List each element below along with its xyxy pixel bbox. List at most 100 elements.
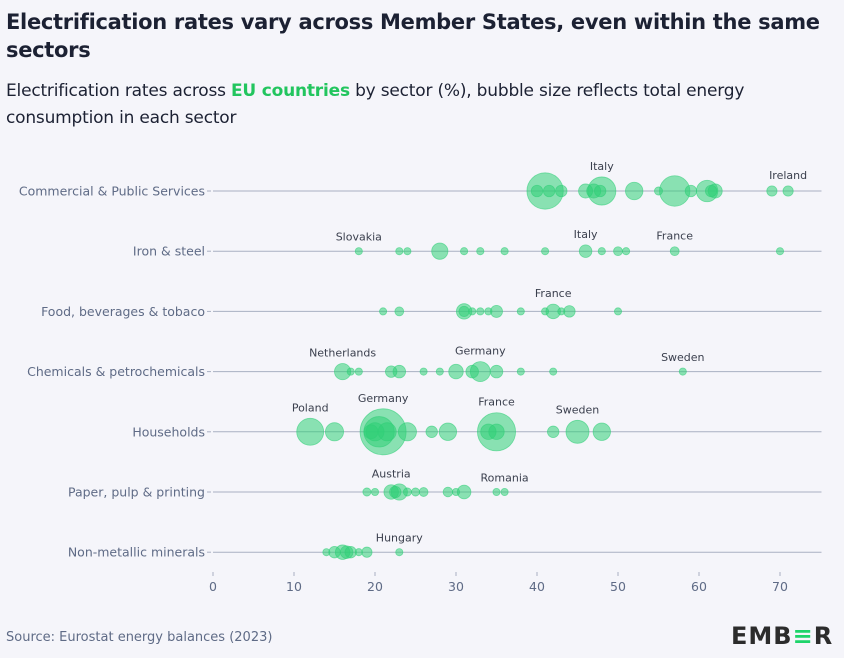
bubble <box>543 184 556 198</box>
country-annotation: Slovakia <box>336 231 382 244</box>
bubble <box>557 307 566 316</box>
country-annotation: Netherlands <box>309 346 376 359</box>
country-annotation: Italy <box>574 228 598 241</box>
bubble <box>678 367 687 376</box>
country-annotation: Germany <box>455 345 506 358</box>
bubble-chart: Commercial & Public Services Iron & steel… <box>19 160 822 594</box>
bubble <box>411 487 420 497</box>
bubble <box>782 185 794 197</box>
bubble <box>468 307 477 316</box>
bubble <box>541 247 550 256</box>
bubble <box>516 367 525 376</box>
x-tick-label: 50 <box>610 579 626 594</box>
x-tick-label: 0 <box>209 579 217 594</box>
category-label: Chemicals & petrochemicals <box>27 364 205 379</box>
bubble <box>476 247 485 256</box>
bubble <box>395 548 404 557</box>
bubble <box>578 244 593 258</box>
bubble <box>344 546 357 559</box>
bubble <box>705 184 718 198</box>
chart-subtitle: Electrification rates across EU countrie… <box>6 78 836 132</box>
bubble <box>622 247 631 256</box>
x-tick-label: 10 <box>286 579 302 594</box>
bubble <box>322 548 331 557</box>
bubble <box>492 487 501 496</box>
subtitle-text-post: by sector (%), bubble size reflects tota… <box>6 81 745 128</box>
bubble <box>402 487 412 497</box>
bubble <box>451 487 461 497</box>
logo-text-post: R <box>813 622 834 650</box>
bubble <box>776 247 785 256</box>
country-annotation: Poland <box>292 401 329 414</box>
category-label: Paper, pulp & printing <box>68 485 205 500</box>
bubble <box>435 367 444 376</box>
bubble <box>448 363 464 380</box>
country-annotation: Austria <box>372 468 411 481</box>
bubble <box>654 186 663 196</box>
bubble <box>363 424 379 440</box>
bubble <box>460 247 469 256</box>
country-annotation: Ireland <box>769 169 807 182</box>
bubble <box>431 242 449 260</box>
bubble <box>458 305 470 317</box>
bubble <box>555 184 568 198</box>
country-annotation: Germany <box>358 392 409 405</box>
country-annotation: Sweden <box>556 403 599 416</box>
bubble <box>425 425 438 438</box>
bubble <box>597 247 606 256</box>
bubble <box>395 247 404 256</box>
bubble <box>403 247 412 256</box>
country-annotation: Romania <box>481 471 529 484</box>
category-label: Households <box>132 424 205 439</box>
country-annotation: Italy <box>590 160 614 173</box>
bubble <box>484 307 493 316</box>
bubble <box>296 417 325 446</box>
bubble <box>354 367 363 376</box>
category-label: Iron & steel <box>133 244 205 259</box>
bubble <box>613 246 623 257</box>
x-tick-label: 70 <box>772 579 788 594</box>
country-annotation: Sweden <box>661 351 704 364</box>
bubble <box>547 425 560 438</box>
bubble <box>549 367 558 376</box>
bubble <box>669 246 680 257</box>
subtitle-highlight: EU countries <box>230 81 350 101</box>
bubble <box>563 305 576 318</box>
bubble <box>766 185 778 197</box>
country-annotation: France <box>478 396 515 409</box>
x-tick-label: 30 <box>448 579 464 594</box>
bubble <box>565 419 590 444</box>
source-note: Source: Eurostat energy balances (2023) <box>6 630 273 645</box>
bubble <box>465 364 479 379</box>
bubble <box>397 422 417 442</box>
bubble <box>385 365 398 378</box>
bubble <box>389 485 402 499</box>
x-tick-label: 60 <box>691 579 707 594</box>
country-annotation: France <box>656 230 693 243</box>
x-tick-label: 40 <box>529 579 545 594</box>
bubble <box>362 487 372 497</box>
bubble <box>394 306 405 317</box>
chart-title: Electrification rates vary across Member… <box>6 10 820 62</box>
bubble <box>516 307 525 316</box>
bubble <box>500 247 509 256</box>
bubble <box>361 546 373 558</box>
bubble <box>379 307 388 316</box>
bubble <box>370 487 380 497</box>
bubble <box>377 422 397 442</box>
bubble <box>541 307 550 316</box>
bubble <box>325 422 344 442</box>
bubble <box>530 184 544 198</box>
category-label: Non-metallic minerals <box>68 545 205 560</box>
ember-logo: EMB≡R <box>731 622 833 650</box>
x-tick-label: 20 <box>367 579 383 594</box>
bubble <box>594 184 607 198</box>
bubble <box>354 548 363 557</box>
logo-text-pre: EMB <box>731 622 793 650</box>
bubble <box>489 364 504 379</box>
category-label: Food, beverages & tobaco <box>41 304 205 319</box>
bubble <box>476 307 485 316</box>
bubble <box>418 487 429 497</box>
bubble <box>500 487 509 496</box>
logo-text-green: ≡ <box>792 622 814 650</box>
